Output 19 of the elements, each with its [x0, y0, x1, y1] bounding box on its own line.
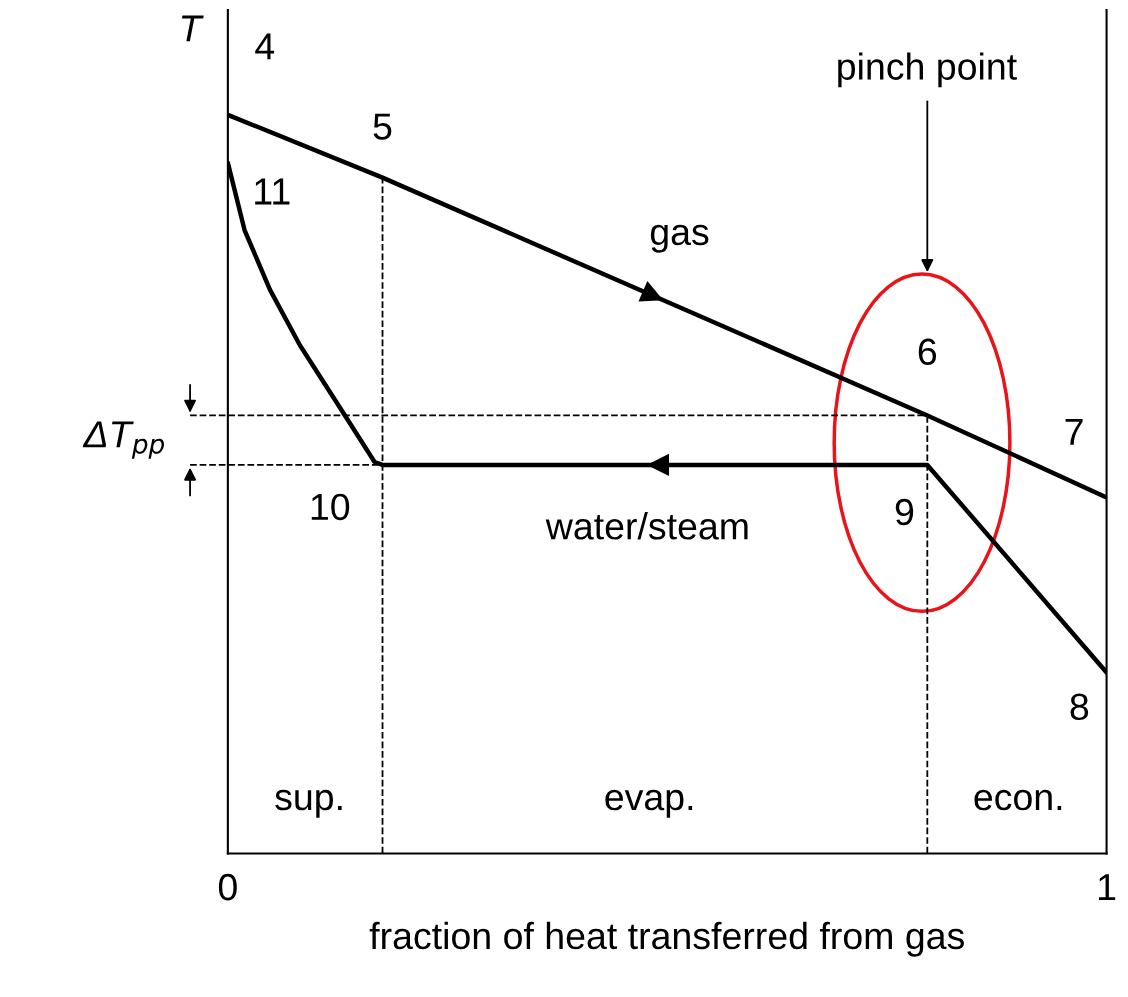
- text: pinch point: [838, 52, 1017, 88]
- annotation: gas: [650, 224, 709, 253]
- annotation: 10: [311, 493, 350, 521]
- annotation: 6: [918, 338, 937, 366]
- annotation: econ.: [974, 789, 1062, 811]
- y-axis-title: T: [181, 15, 204, 42]
- annotation: 5: [373, 113, 392, 140]
- text: ΔT$_{pp}$: [82, 421, 165, 459]
- annotation: evap.: [605, 789, 693, 818]
- x-tick-label: 0: [218, 873, 237, 901]
- annotation: sup.: [275, 789, 342, 818]
- annotation: 9: [895, 498, 914, 526]
- text: 4: [255, 33, 275, 60]
- annotation: water/steam: [545, 512, 748, 540]
- x-tick-label: 1: [1099, 874, 1116, 901]
- x-axis-title: fraction of heat transferred from gas: [369, 921, 964, 957]
- annotation: 11: [255, 178, 290, 205]
- annotation: 7: [1065, 418, 1083, 445]
- annotation: 8: [1070, 693, 1089, 721]
